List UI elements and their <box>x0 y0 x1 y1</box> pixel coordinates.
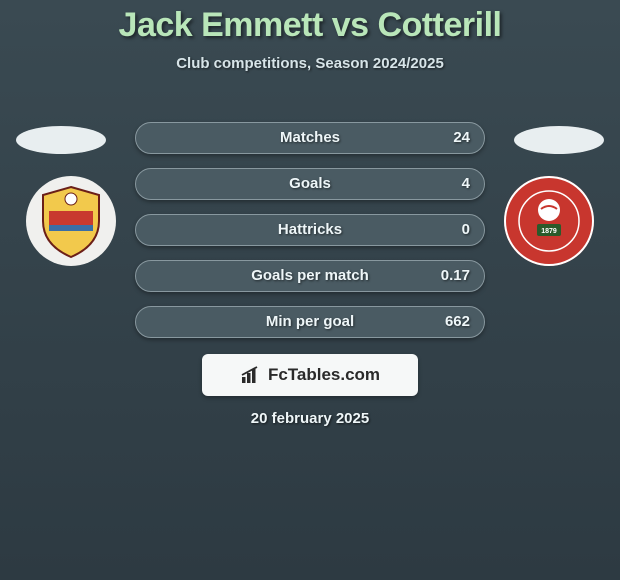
stat-value-right: 24 <box>453 129 470 146</box>
stat-value-right: 662 <box>445 313 470 330</box>
source-logo: FcTables.com <box>202 354 418 396</box>
stat-label: Goals <box>289 175 331 192</box>
club-badge-left-inner <box>26 176 116 266</box>
bar-chart-icon <box>240 364 262 386</box>
shield-icon <box>31 181 111 261</box>
page-title: Jack Emmett vs Cotterill <box>0 0 620 45</box>
stat-row: Min per goal 662 <box>135 306 485 338</box>
source-logo-text: FcTables.com <box>268 365 380 385</box>
player-photo-left <box>16 126 106 154</box>
stat-row: Hattricks 0 <box>135 214 485 246</box>
club-badge-left <box>26 176 116 266</box>
date-text: 20 february 2025 <box>251 410 369 427</box>
stat-row: Goals 4 <box>135 168 485 200</box>
player-photo-right <box>514 126 604 154</box>
stat-value-right: 0 <box>462 221 470 238</box>
stat-row: Goals per match 0.17 <box>135 260 485 292</box>
infographic-container: Jack Emmett vs Cotterill Club competitio… <box>0 0 620 580</box>
stat-row: Matches 24 <box>135 122 485 154</box>
stat-label: Hattricks <box>278 221 342 238</box>
stat-value-right: 4 <box>462 175 470 192</box>
stat-label: Matches <box>280 129 340 146</box>
club-badge-right-inner: 1879 <box>504 176 594 266</box>
svg-text:1879: 1879 <box>541 228 557 235</box>
stat-label: Goals per match <box>251 267 369 284</box>
stat-value-right: 0.17 <box>441 267 470 284</box>
page-subtitle: Club competitions, Season 2024/2025 <box>0 55 620 72</box>
club-badge-right: 1879 <box>504 176 594 266</box>
stats-list: Matches 24 Goals 4 Hattricks 0 Goals per… <box>135 122 485 352</box>
shield-icon: 1879 <box>504 176 594 266</box>
stat-label: Min per goal <box>266 313 354 330</box>
